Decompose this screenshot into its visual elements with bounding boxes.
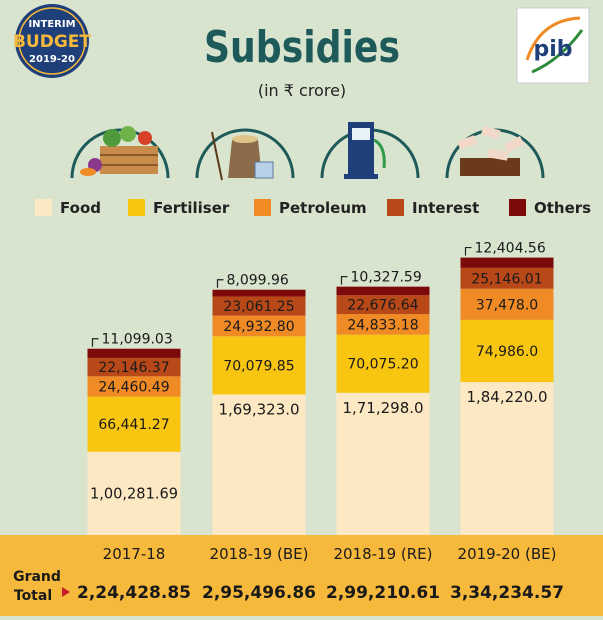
category-label-2018-19-re: 2018-19 (RE) <box>333 545 432 563</box>
footer-band <box>0 535 603 616</box>
legend-swatch-petroleum <box>254 199 271 216</box>
badge-line1: INTERIM <box>28 19 75 30</box>
bar-segment-petroleum <box>87 376 181 397</box>
data-label-interest: 25,146.01 <box>471 271 542 287</box>
bar-segment-others <box>87 348 181 358</box>
data-label-fertiliser: 66,441.27 <box>98 417 169 433</box>
data-label-fertiliser: 70,079.85 <box>223 358 294 374</box>
category-labels: 2017-18 2018-19 (BE) 2018-19 (RE) 2019-20 (… <box>103 545 557 563</box>
others-leader-line <box>91 338 99 347</box>
legend-label-petroleum: Petroleum <box>279 199 367 217</box>
data-label-interest: 22,146.37 <box>98 360 169 376</box>
fertiliser-bag-icon <box>195 128 295 181</box>
legend-swatch-food <box>35 199 52 216</box>
bar-segment-interest <box>87 357 181 377</box>
bars: 1,00,281.69 66,441.27 24,460.49 22,146.37 11… <box>87 241 554 535</box>
legend-item-petroleum: Petroleum <box>254 199 367 217</box>
grand-totals: 2,24,428.85 2,95,496.86 2,99,210.61 3,34,23… <box>77 583 564 603</box>
data-label-others: 8,099.96 <box>227 273 289 289</box>
data-label-petroleum: 37,478.0 <box>476 297 538 313</box>
grand-total-value: 2,95,496.86 <box>202 583 316 603</box>
data-label-interest: 22,676.64 <box>347 298 418 314</box>
bar-group-2019-20-be: 1,84,220.0 74,986.0 37,478.0 25,146.01 12,40… <box>460 241 554 535</box>
badge-line3: 2019-20 <box>29 54 75 65</box>
data-label-others: 10,327.59 <box>351 270 422 286</box>
interim-budget-badge: INTERIM BUDGET 2019-20 <box>13 4 91 78</box>
others-leader-line <box>340 276 348 285</box>
legend-item-food: Food <box>35 199 101 217</box>
legend-label-others: Others <box>534 199 591 217</box>
badge-line2: BUDGET <box>13 32 91 52</box>
grand-total-label-1: Grand <box>13 569 61 585</box>
data-label-fertiliser: 74,986.0 <box>476 344 538 360</box>
others-leader-line <box>464 246 472 256</box>
fuel-pump-icon <box>320 122 420 179</box>
bar-segment-petroleum <box>336 314 430 335</box>
data-label-others: 11,099.03 <box>102 332 173 348</box>
data-label-petroleum: 24,932.80 <box>223 319 294 335</box>
others-leader-line <box>216 279 224 288</box>
legend: Food Fertiliser Petroleum Interest Others <box>35 199 591 217</box>
bar-segment-others <box>460 257 554 268</box>
legend-swatch-fertiliser <box>128 199 145 216</box>
pib-logo-text: pib <box>533 37 572 62</box>
legend-item-interest: Interest <box>387 199 479 217</box>
food-basket-icon <box>70 126 170 179</box>
bar-group-2018-19-re: 1,71,298.0 70,075.20 24,833.18 22,676.64 10,… <box>336 270 430 535</box>
bar-segment-interest <box>212 296 306 316</box>
legend-label-food: Food <box>60 199 101 217</box>
bar-segment-fertiliser <box>212 336 306 395</box>
money-icon <box>445 125 545 179</box>
grand-total-value: 3,34,234.57 <box>450 583 564 603</box>
bar-segment-fertiliser <box>460 319 554 383</box>
data-label-food: 1,00,281.69 <box>90 484 178 502</box>
bar-segment-fertiliser <box>87 396 181 452</box>
data-label-food: 1,84,220.0 <box>466 388 547 406</box>
grand-total-value: 2,99,210.61 <box>326 583 440 603</box>
bar-segment-petroleum <box>460 288 554 320</box>
data-label-interest: 23,061.25 <box>223 299 294 315</box>
legend-item-others: Others <box>509 199 591 217</box>
bar-segment-food <box>336 392 430 535</box>
grand-total-label-2: Total <box>14 588 52 604</box>
category-label-2019-20-be: 2019-20 (BE) <box>458 545 557 563</box>
bar-group-2017-18: 1,00,281.69 66,441.27 24,460.49 22,146.37 11… <box>87 332 181 535</box>
data-label-petroleum: 24,833.18 <box>347 317 418 333</box>
bar-segment-fertiliser <box>336 334 430 393</box>
unit-subtitle: (in ₹ crore) <box>258 81 346 100</box>
category-label-2018-19-be: 2018-19 (BE) <box>210 545 309 563</box>
legend-item-fertiliser: Fertiliser <box>128 199 230 217</box>
pib-logo: pib <box>516 7 590 84</box>
bar-segment-petroleum <box>212 315 306 337</box>
triangle-marker-icon <box>62 587 70 597</box>
bar-segment-food <box>460 382 554 535</box>
legend-label-fertiliser: Fertiliser <box>153 199 230 217</box>
bar-segment-food <box>87 451 181 535</box>
data-label-food: 1,69,323.0 <box>218 400 299 418</box>
legend-swatch-others <box>509 199 526 216</box>
bar-segment-interest <box>336 295 430 315</box>
category-label-2017-18: 2017-18 <box>103 545 166 563</box>
bar-segment-food <box>212 394 306 535</box>
bar-segment-interest <box>460 267 554 289</box>
data-label-food: 1,71,298.0 <box>342 399 423 417</box>
data-label-fertiliser: 70,075.20 <box>347 357 418 373</box>
grand-total-value: 2,24,428.85 <box>77 583 191 603</box>
legend-label-interest: Interest <box>412 199 479 217</box>
data-label-petroleum: 24,460.49 <box>98 379 169 395</box>
legend-swatch-interest <box>387 199 404 216</box>
data-label-others: 12,404.56 <box>475 241 546 257</box>
page-title: Subsidies <box>204 22 400 73</box>
bar-segment-others <box>212 289 306 297</box>
bar-group-2018-19-be: 1,69,323.0 70,079.85 24,932.80 23,061.25 8,0… <box>212 273 306 535</box>
bar-segment-others <box>336 286 430 296</box>
